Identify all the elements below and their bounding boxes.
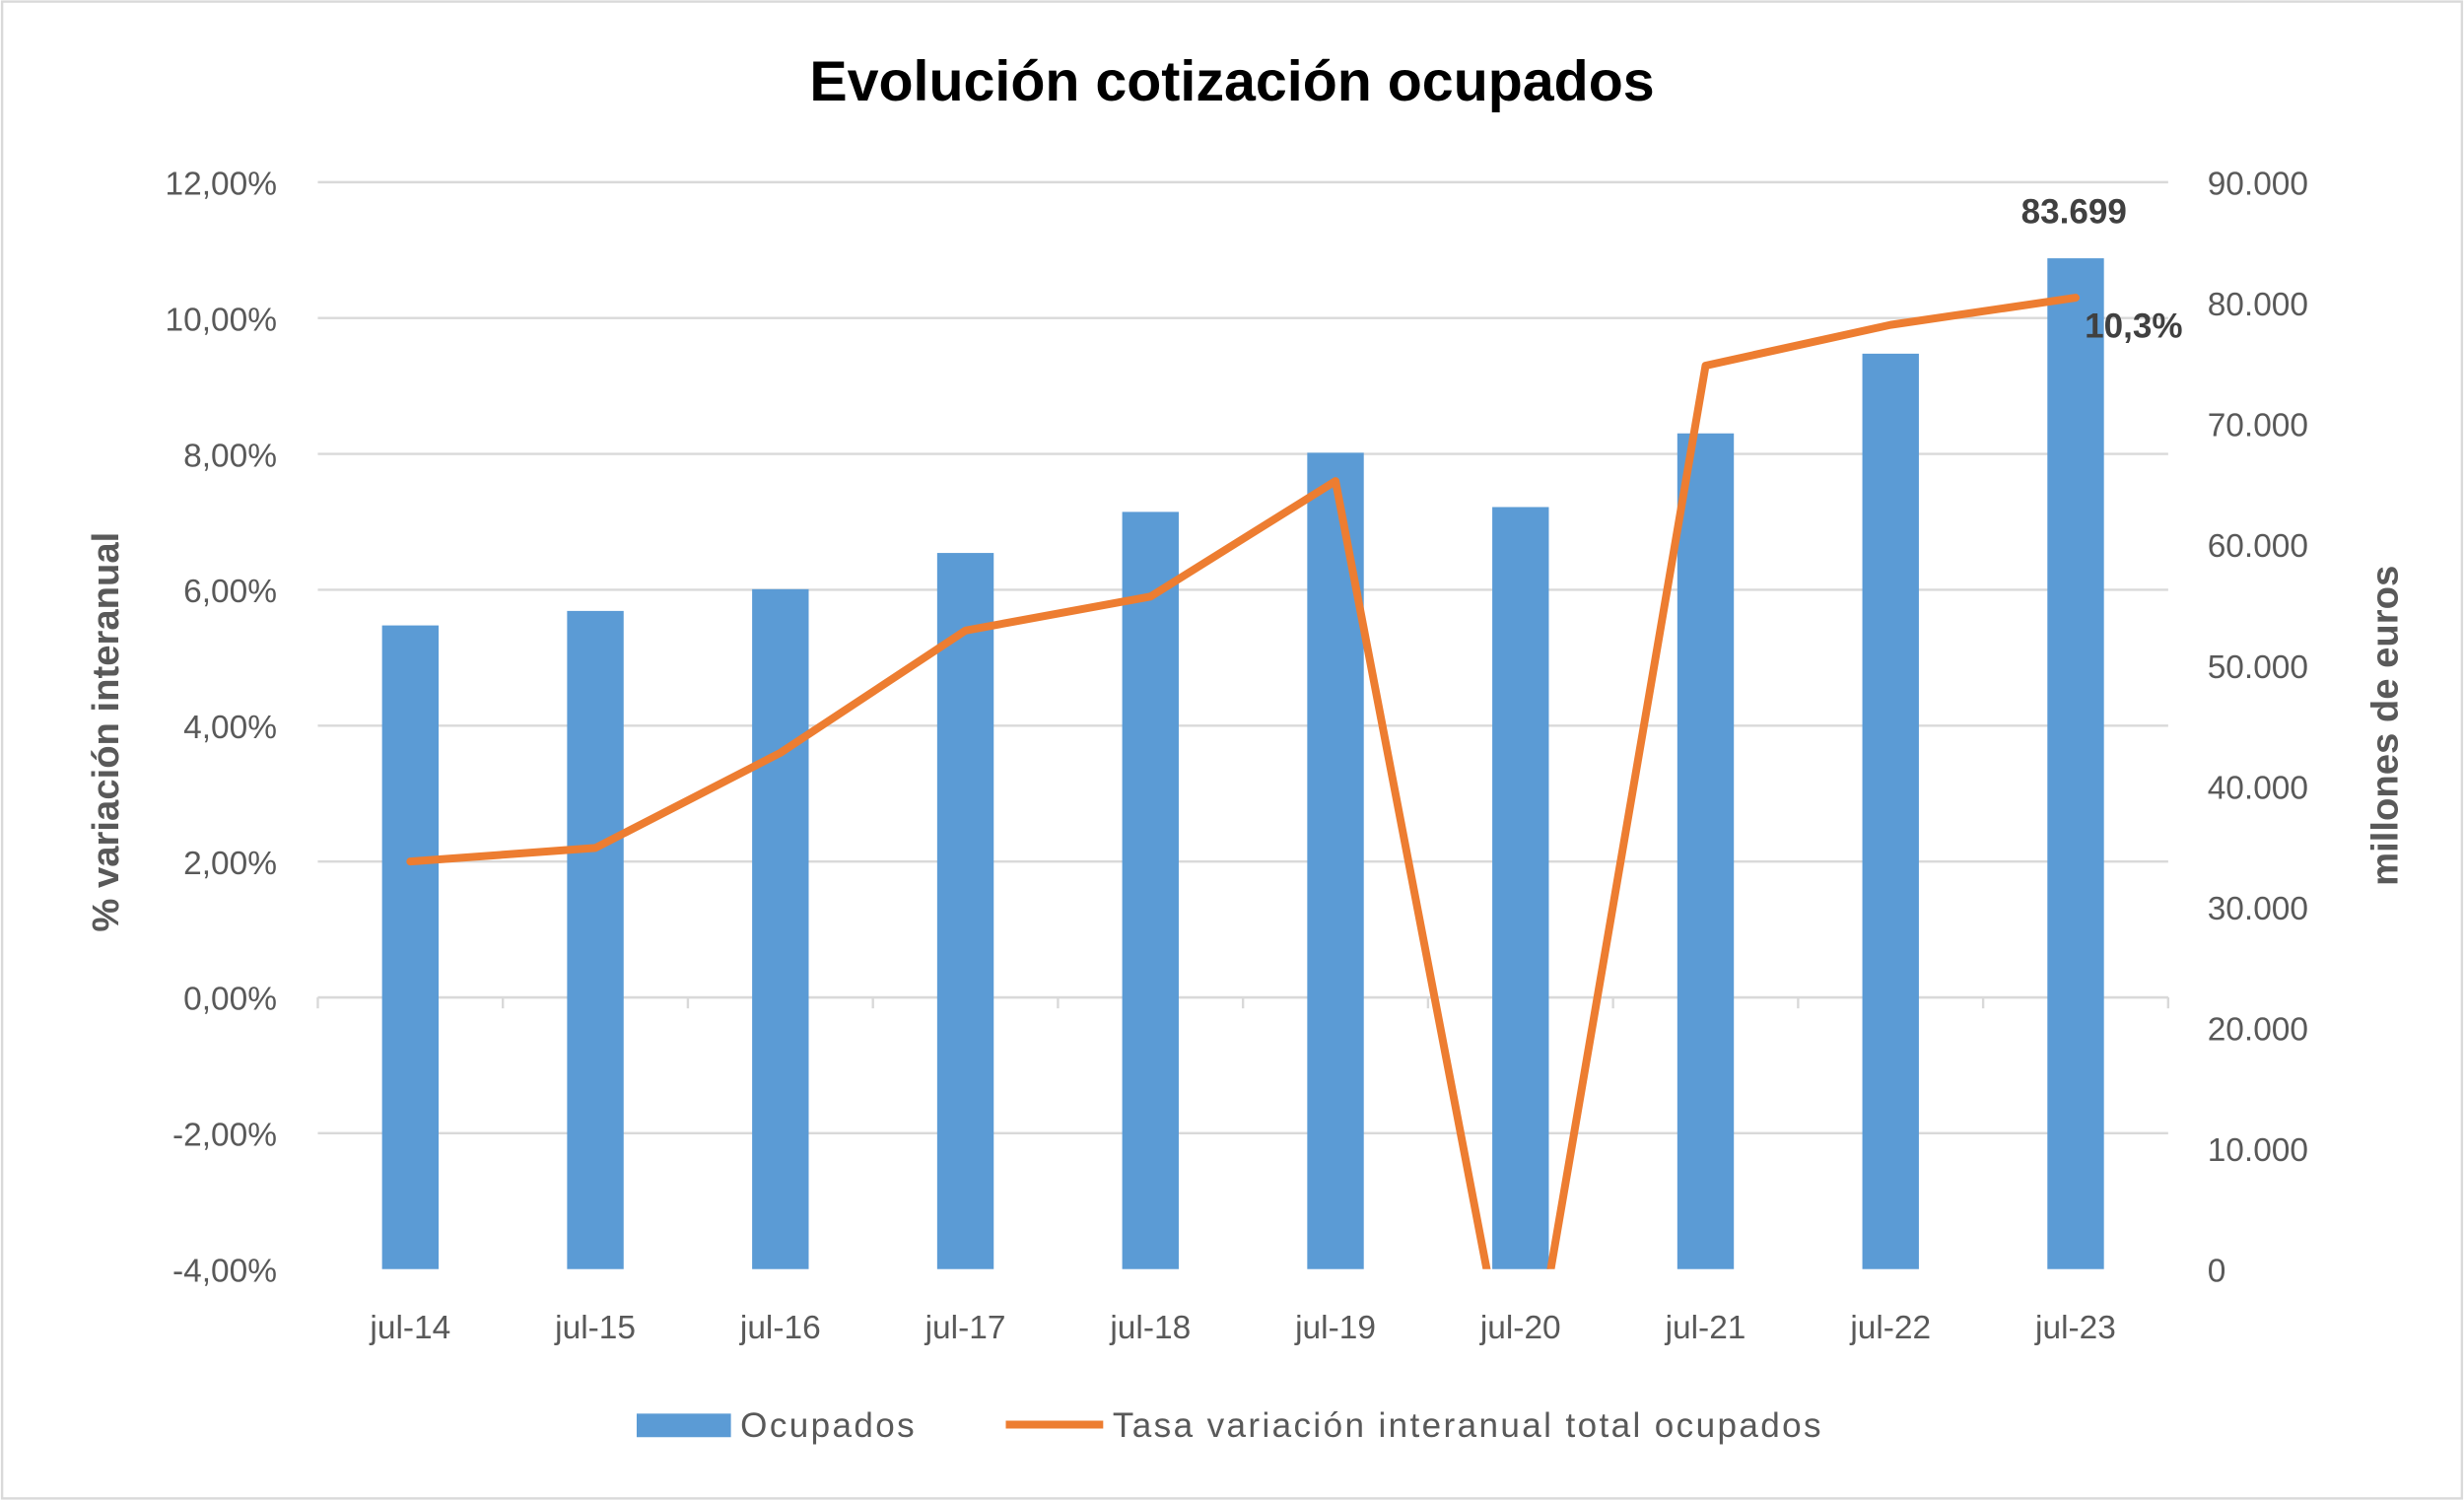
bar-data-label: 83.699	[2021, 192, 2127, 231]
line-series-tasa	[406, 294, 2080, 1269]
legend-swatch-ocupados	[636, 1413, 731, 1438]
left-tick-label: 12,00%	[166, 167, 277, 203]
x-tick-label: jul-18	[1109, 1310, 1191, 1346]
bar-jul-14	[381, 625, 440, 1269]
line-path	[406, 294, 2080, 1269]
right-tick-label: 50.000	[2208, 649, 2308, 686]
bar-jul-18	[1122, 511, 1179, 1269]
x-tick-label: jul-16	[739, 1310, 821, 1346]
left-tick-label: 0,00%	[183, 982, 277, 1018]
left-axis-title: % variación interanual	[85, 532, 127, 932]
right-tick-label: 20.000	[2208, 1011, 2308, 1048]
bar-jul-20	[1492, 507, 1549, 1269]
right-tick-label: 60.000	[2208, 528, 2308, 565]
legend: Ocupados Tasa variación interanual total…	[636, 1406, 1823, 1445]
bar-jul-17	[936, 553, 994, 1269]
bar-jul-21	[1677, 433, 1735, 1269]
bar-jul-15	[567, 610, 624, 1269]
x-tick-label: jul-20	[1479, 1310, 1561, 1346]
gridlines	[316, 180, 2170, 1135]
bar-jul-16	[752, 588, 809, 1269]
left-tick-label: 2,00%	[183, 846, 277, 882]
x-tick-label: jul-22	[1849, 1310, 1931, 1346]
left-tick-label: 10,00%	[166, 302, 277, 338]
left-tick-label: 6,00%	[183, 574, 277, 610]
bar-jul-23	[2047, 258, 2104, 1269]
right-axis-title: millones de euros	[2364, 566, 2407, 886]
x-tick-label: jul-19	[1294, 1310, 1376, 1346]
left-tick-label: 8,00%	[183, 438, 277, 474]
line-data-label: 10,3%	[2085, 307, 2182, 346]
legend-label-tasa: Tasa variación interanual total ocupados	[1113, 1406, 1823, 1445]
chart-title: Evolución cotización ocupados	[809, 50, 1654, 113]
bar-jul-22	[1862, 353, 1919, 1269]
right-tick-label: 10.000	[2208, 1132, 2308, 1169]
left-tick-label: 4,00%	[183, 710, 277, 746]
x-tick-label: jul-23	[2034, 1310, 2116, 1346]
right-tick-label: 80.000	[2208, 287, 2308, 323]
right-tick-label: 30.000	[2208, 891, 2308, 927]
right-tick-label: 0	[2208, 1253, 2226, 1289]
x-tick-label: jul-21	[1665, 1310, 1746, 1346]
right-tick-label: 70.000	[2208, 408, 2308, 444]
x-tick-label: jul-15	[554, 1310, 636, 1346]
x-tick-label: jul-17	[924, 1310, 1006, 1346]
left-tick-label: -2,00%	[172, 1118, 277, 1154]
x-tick-label: jul-14	[369, 1310, 450, 1346]
legend-label-ocupados: Ocupados	[740, 1406, 917, 1445]
right-tick-label: 40.000	[2208, 770, 2308, 806]
bar-series-ocupados	[381, 258, 2104, 1269]
axis-ticks: 12,00% 10,00% 8,00% 6,00% 4,00% 2,00% 0,00% -2,…	[166, 167, 2308, 1346]
left-tick-label: -4,00%	[172, 1253, 277, 1289]
right-tick-label: 90.000	[2208, 167, 2308, 203]
